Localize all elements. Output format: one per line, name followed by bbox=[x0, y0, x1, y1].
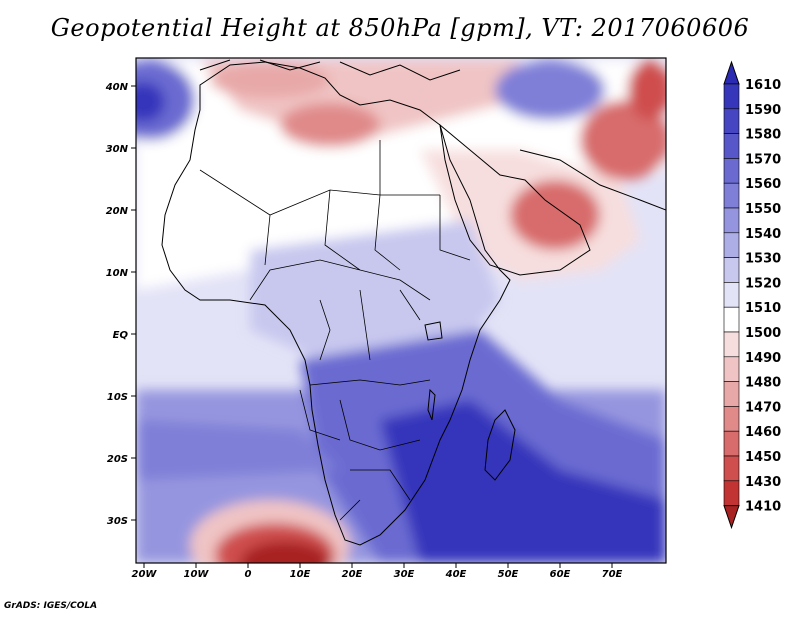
coastlines bbox=[161, 59, 666, 546]
africa-coastline bbox=[161, 61, 511, 546]
plot-title: Geopotential Height at 850hPa [gpm], VT:… bbox=[50, 14, 750, 42]
colorbar-label: 1500 bbox=[745, 326, 781, 341]
colorbar-label: 1580 bbox=[745, 128, 781, 143]
colorbar-swatch bbox=[723, 306, 740, 333]
colorbar-swatch bbox=[723, 455, 740, 482]
madagascar-coastline bbox=[484, 409, 516, 481]
colorbar-swatch bbox=[723, 182, 740, 209]
colorbar-label: 1540 bbox=[745, 227, 781, 242]
tick-marks bbox=[131, 85, 613, 568]
colorbar-swatch bbox=[723, 430, 740, 457]
lat-labels: 40N 30N 20N 10N EQ 10S 20S 30S bbox=[105, 82, 129, 527]
lat-label: 30N bbox=[106, 144, 129, 155]
colorbar-swatch bbox=[723, 257, 740, 283]
colorbar-label: 1550 bbox=[745, 202, 781, 217]
colorbar: 1610 1590 1580 1570 1560 1550 1540 1530 1520 1510… bbox=[723, 60, 781, 530]
lat-label: 30S bbox=[107, 516, 128, 527]
field-sa-low-core bbox=[240, 541, 330, 563]
iran-coastline bbox=[519, 149, 666, 211]
height-field bbox=[136, 58, 666, 563]
country-borders bbox=[199, 140, 471, 521]
colorbar-top-arrow bbox=[723, 60, 740, 85]
colorbar-label: 1410 bbox=[745, 500, 781, 515]
field-libya-low bbox=[280, 103, 380, 147]
lat-label: 10N bbox=[106, 268, 129, 279]
colorbar-swatch bbox=[723, 282, 740, 308]
colorbar-swatch bbox=[723, 356, 740, 382]
lon-label: 10E bbox=[290, 569, 311, 580]
colorbar-label: 1470 bbox=[745, 400, 781, 415]
colorbar-swatch bbox=[723, 480, 740, 506]
lon-label: 70E bbox=[602, 569, 623, 580]
lon-label: 40E bbox=[445, 569, 467, 580]
lat-ticks bbox=[131, 85, 136, 521]
lon-ticks bbox=[143, 563, 613, 568]
colorbar-swatch bbox=[723, 108, 740, 134]
colorbar-label: 1570 bbox=[745, 152, 781, 167]
colorbar-swatch bbox=[723, 207, 740, 234]
lat-label: 40N bbox=[105, 82, 129, 93]
lon-label: 50E bbox=[498, 569, 519, 580]
colorbar-swatch bbox=[723, 406, 740, 432]
colorbar-label: 1560 bbox=[745, 177, 781, 192]
field-atlantic-high-core bbox=[136, 82, 165, 122]
lat-label: 20S bbox=[107, 454, 128, 465]
field-afghan-low bbox=[628, 60, 666, 120]
border-lines bbox=[199, 140, 471, 521]
colorbar-label: 1490 bbox=[745, 351, 781, 366]
lon-label: 30E bbox=[394, 569, 415, 580]
colorbar-label: 1530 bbox=[745, 252, 781, 267]
colorbar-label: 1590 bbox=[745, 103, 781, 118]
lon-label: 0 bbox=[245, 569, 252, 580]
europe-coastline bbox=[199, 59, 461, 81]
lake-victoria bbox=[424, 321, 443, 341]
lake-malawi bbox=[427, 388, 436, 421]
lon-label: 20W bbox=[132, 569, 158, 580]
field-algeria-red bbox=[210, 62, 330, 98]
field-arabia-low bbox=[510, 180, 600, 250]
field-caspian-high bbox=[495, 60, 605, 120]
colorbar-bottom-arrow bbox=[723, 505, 740, 530]
lon-label: 10W bbox=[184, 569, 210, 580]
colorbar-label: 1460 bbox=[745, 425, 781, 440]
map-frame bbox=[135, 57, 667, 564]
colorbar-label: 1450 bbox=[745, 450, 781, 465]
colorbar-label: 1480 bbox=[745, 376, 781, 391]
field-iran-low bbox=[580, 100, 666, 180]
colorbar-swatch bbox=[723, 158, 740, 184]
lon-label: 60E bbox=[550, 569, 571, 580]
colorbar-label: 1510 bbox=[745, 301, 781, 316]
field-central-lavender bbox=[250, 220, 500, 360]
colorbar-swatch bbox=[723, 83, 740, 110]
arabia-coastline bbox=[439, 123, 591, 276]
colorbar-label: 1520 bbox=[745, 276, 781, 291]
colorbar-label: 1610 bbox=[745, 78, 781, 93]
colorbar-swatch bbox=[723, 232, 740, 258]
lat-label: 10S bbox=[107, 392, 128, 403]
lon-label: 20E bbox=[342, 569, 363, 580]
grads-credit: GrADS: IGES/COLA bbox=[4, 601, 98, 611]
colorbar-swatch bbox=[723, 133, 740, 159]
field-sw-blue bbox=[136, 420, 340, 480]
lat-label: 20N bbox=[106, 206, 129, 217]
field-se-deep-blue bbox=[380, 400, 666, 563]
colorbar-swatch bbox=[723, 331, 740, 358]
lat-label: EQ bbox=[113, 330, 129, 341]
colorbar-swatch bbox=[723, 381, 740, 407]
lon-labels: 20W 10W 0 10E 20E 30E 40E 50E 60E 70E bbox=[132, 569, 623, 580]
colorbar-label: 1430 bbox=[745, 475, 781, 490]
